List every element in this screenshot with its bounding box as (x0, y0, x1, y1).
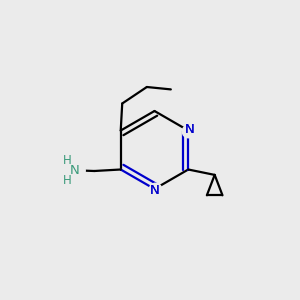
Text: H: H (63, 154, 72, 167)
Text: N: N (70, 164, 80, 177)
Text: N: N (150, 184, 159, 197)
Text: H: H (63, 173, 72, 187)
Text: N: N (185, 123, 194, 136)
Text: N: N (150, 184, 159, 197)
Text: N: N (185, 123, 194, 136)
